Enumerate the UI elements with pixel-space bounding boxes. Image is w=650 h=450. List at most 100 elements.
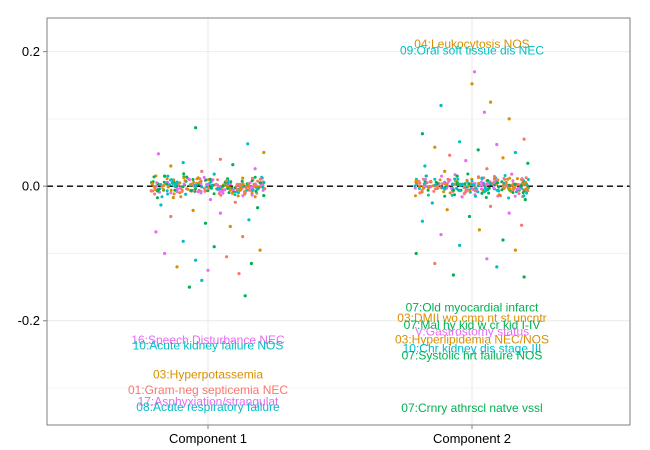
x-tick-label: Component 2 xyxy=(433,431,511,446)
data-point xyxy=(172,192,176,196)
data-point xyxy=(175,265,179,269)
data-point xyxy=(202,187,206,190)
data-point xyxy=(262,194,266,198)
data-point xyxy=(204,178,208,182)
data-point xyxy=(474,194,477,198)
data-point xyxy=(232,188,235,192)
annotation-label: 03:Hyperpotassemia xyxy=(153,368,263,382)
data-point xyxy=(511,191,515,194)
data-point xyxy=(500,188,504,192)
data-point xyxy=(187,177,191,182)
data-point xyxy=(525,183,529,187)
data-point xyxy=(176,187,180,191)
data-point xyxy=(206,268,210,272)
data-point xyxy=(450,193,454,197)
data-point xyxy=(458,140,462,144)
data-point xyxy=(203,221,208,225)
data-point xyxy=(236,194,240,198)
data-point xyxy=(229,180,233,184)
data-point xyxy=(199,182,203,186)
data-point xyxy=(218,187,222,191)
data-point xyxy=(237,191,240,195)
annotation-label: 04:Leukocytosis NOS xyxy=(414,37,529,51)
data-point xyxy=(254,185,258,189)
data-point xyxy=(433,187,437,191)
data-point xyxy=(160,184,164,188)
data-point xyxy=(243,191,247,195)
data-point xyxy=(439,103,443,108)
data-point xyxy=(161,187,165,191)
data-point xyxy=(248,181,252,185)
data-point xyxy=(156,152,160,156)
data-point xyxy=(155,181,159,185)
panel-background xyxy=(47,18,630,425)
annotation-label: 16:Speech Disturbance NEC xyxy=(131,333,285,347)
data-point xyxy=(250,179,254,183)
data-point xyxy=(519,184,522,188)
data-point xyxy=(442,190,446,194)
annotation-label: 01:Gram-neg septicemia NEC xyxy=(128,383,288,397)
data-point xyxy=(467,184,471,188)
data-point xyxy=(239,187,243,191)
data-point xyxy=(476,190,480,194)
data-point xyxy=(427,185,431,190)
data-point xyxy=(254,189,258,193)
data-point xyxy=(194,183,198,188)
data-point xyxy=(506,177,510,181)
data-point xyxy=(513,150,518,155)
data-point xyxy=(253,167,257,171)
data-point xyxy=(169,214,173,219)
data-point xyxy=(221,191,225,195)
data-point xyxy=(166,192,170,196)
data-point xyxy=(507,196,511,200)
data-point xyxy=(418,191,422,195)
data-point xyxy=(154,230,158,234)
data-point xyxy=(462,192,466,196)
data-point xyxy=(241,182,245,186)
data-point xyxy=(227,191,231,195)
data-point xyxy=(443,169,447,173)
data-point xyxy=(162,180,166,184)
data-point xyxy=(505,184,509,188)
data-point xyxy=(482,190,486,194)
data-point xyxy=(253,175,257,179)
data-point xyxy=(451,182,454,186)
data-point xyxy=(484,183,488,187)
data-point xyxy=(458,184,462,188)
data-point xyxy=(163,251,167,256)
data-point xyxy=(219,193,223,197)
data-point xyxy=(165,177,169,181)
data-point xyxy=(463,182,467,186)
data-point xyxy=(468,190,472,194)
data-point xyxy=(191,208,195,212)
data-point xyxy=(487,191,491,195)
data-point xyxy=(507,211,511,215)
data-point xyxy=(237,183,241,187)
data-point xyxy=(196,190,200,194)
data-point xyxy=(185,175,189,179)
data-point xyxy=(516,177,519,181)
data-point xyxy=(522,137,526,141)
data-point xyxy=(202,175,206,179)
data-point xyxy=(192,180,196,184)
data-point xyxy=(444,183,448,187)
data-point xyxy=(231,163,235,167)
data-point xyxy=(212,172,216,176)
data-point xyxy=(166,174,170,178)
data-point xyxy=(417,187,421,190)
data-point xyxy=(466,172,470,176)
data-point xyxy=(455,174,459,178)
data-point xyxy=(504,180,508,184)
data-point xyxy=(208,198,213,202)
data-point xyxy=(524,176,528,180)
data-point xyxy=(436,184,439,188)
annotation-label: 10:Chr kidney dis stage III xyxy=(403,341,542,355)
data-point xyxy=(507,183,511,187)
data-point xyxy=(262,181,266,185)
data-point xyxy=(453,193,456,197)
data-point xyxy=(196,176,200,180)
data-point xyxy=(443,187,447,191)
data-point xyxy=(477,175,480,179)
data-point xyxy=(261,185,265,189)
data-point xyxy=(423,181,427,185)
